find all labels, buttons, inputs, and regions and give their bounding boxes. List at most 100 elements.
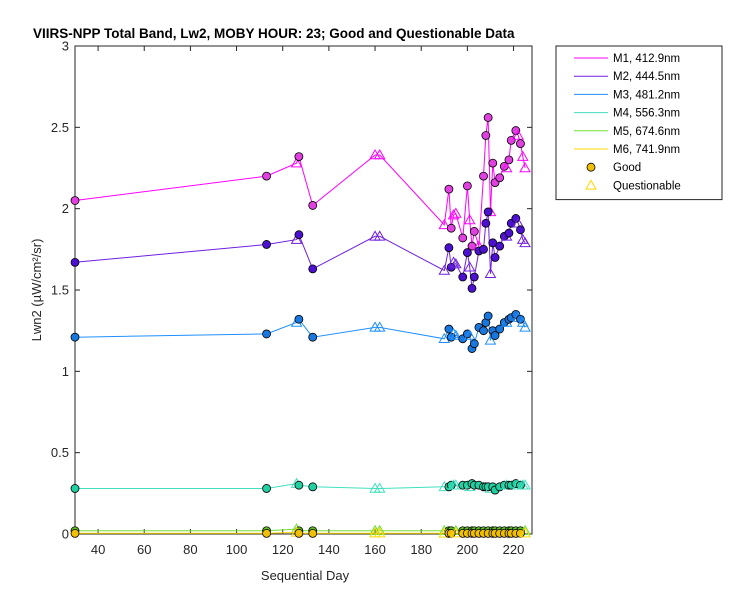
good-point <box>308 528 318 538</box>
x-tick-label: 100 <box>226 542 248 557</box>
good-point <box>495 241 505 251</box>
questionable-point <box>519 527 531 538</box>
good-point <box>446 223 456 233</box>
good-point <box>469 272 479 282</box>
questionable-point <box>463 214 476 225</box>
questionable-point <box>449 207 462 218</box>
series-6 <box>70 526 531 538</box>
series-3 <box>70 309 531 353</box>
questionable-point <box>447 256 460 267</box>
good-point <box>294 152 304 162</box>
questionable-point <box>290 157 303 168</box>
good-point <box>70 196 80 205</box>
questionable-point <box>449 527 462 538</box>
questionable-point <box>373 321 386 332</box>
questionable-point <box>519 161 531 173</box>
good-point <box>262 484 271 493</box>
good-point <box>479 244 488 254</box>
questionable-point <box>447 209 460 220</box>
y-tick-label: 0 <box>62 527 69 542</box>
questionable-point <box>463 329 476 340</box>
legend-questionable-marker <box>585 179 597 190</box>
questionable-point <box>512 129 525 140</box>
questionable-point <box>449 479 462 490</box>
good-point <box>479 326 488 336</box>
y-axis-label: Lwn2 (µW/cm²/sr) <box>29 239 44 342</box>
y-tick-label: 1 <box>62 364 69 379</box>
questionable-point <box>449 329 462 340</box>
x-tick-label: 160 <box>364 542 386 557</box>
legend-entry: Questionable <box>613 180 681 192</box>
x-axis-label: Sequential Day <box>261 568 350 583</box>
legend-entry: M3, 481.2nm <box>613 89 680 101</box>
x-tick-label: 80 <box>183 542 197 557</box>
axes-box <box>74 45 533 535</box>
good-point <box>308 264 318 274</box>
x-tick-label: 180 <box>410 542 432 557</box>
questionable-point <box>438 332 451 344</box>
legend-entry: Good <box>613 162 641 174</box>
questionable-point <box>516 150 529 161</box>
questionable-point <box>519 479 531 490</box>
questionable-point <box>447 327 460 339</box>
good-point <box>516 139 525 149</box>
questionable-point <box>519 236 531 248</box>
good-point <box>495 324 505 334</box>
legend-box <box>555 45 723 201</box>
y-tick-label: 2.5 <box>51 120 69 135</box>
x-tick-label: 220 <box>503 542 525 557</box>
good-point <box>458 272 468 282</box>
good-point <box>483 113 493 122</box>
y-tick-label: 1.5 <box>51 283 69 298</box>
good-point <box>495 173 505 183</box>
questionable-point <box>373 230 386 241</box>
good-point <box>70 528 80 538</box>
good-point <box>70 332 80 342</box>
plot-area: 40 60 80 100 120 140 160 180 200 220 0 0.5 1 1.5 2 2.5 3 <box>51 39 533 557</box>
legend-entry: M2, 444.5nm <box>613 71 680 83</box>
x-tick-label: 140 <box>318 542 340 557</box>
questionable-point <box>484 267 497 278</box>
good-point <box>462 248 472 257</box>
legend-entry: M4, 556.3nm <box>613 108 680 120</box>
good-point <box>262 528 271 538</box>
good-point <box>516 225 525 235</box>
good-point <box>481 218 491 228</box>
series-4 <box>70 477 531 495</box>
chart-title: VIIRS-NPP Total Band, Lw2, MOBY HOUR: 23… <box>33 26 515 41</box>
questionable-point <box>463 261 476 272</box>
questionable-point <box>373 148 386 160</box>
good-point <box>481 131 491 140</box>
good-point <box>490 253 500 262</box>
good-point <box>262 329 271 339</box>
questionable-point <box>519 321 531 332</box>
questionable-point <box>500 161 513 173</box>
series-2 <box>70 207 531 293</box>
good-point <box>294 314 304 324</box>
questionable-point <box>373 482 386 493</box>
good-point <box>294 528 304 538</box>
legend-entry: M6, 741.9nm <box>613 144 680 156</box>
good-point <box>479 171 488 181</box>
good-point <box>294 230 304 240</box>
good-point <box>469 339 479 349</box>
good-point <box>262 171 271 181</box>
y-tick-label: 0.5 <box>51 445 69 460</box>
good-point <box>469 227 479 236</box>
questionable-point <box>373 527 386 538</box>
good-point <box>444 243 454 253</box>
good-point <box>490 331 500 340</box>
questionable-point <box>484 334 497 345</box>
x-tick-label: 60 <box>137 542 151 557</box>
questionable-point <box>449 257 462 269</box>
good-point <box>483 207 493 217</box>
x-tick-label: 120 <box>272 542 294 557</box>
good-point <box>308 201 318 210</box>
good-point <box>504 155 514 165</box>
good-point <box>504 228 514 238</box>
good-point <box>458 233 468 243</box>
x-tick-label: 200 <box>457 542 479 557</box>
good-point <box>262 240 271 249</box>
good-point <box>488 158 498 168</box>
